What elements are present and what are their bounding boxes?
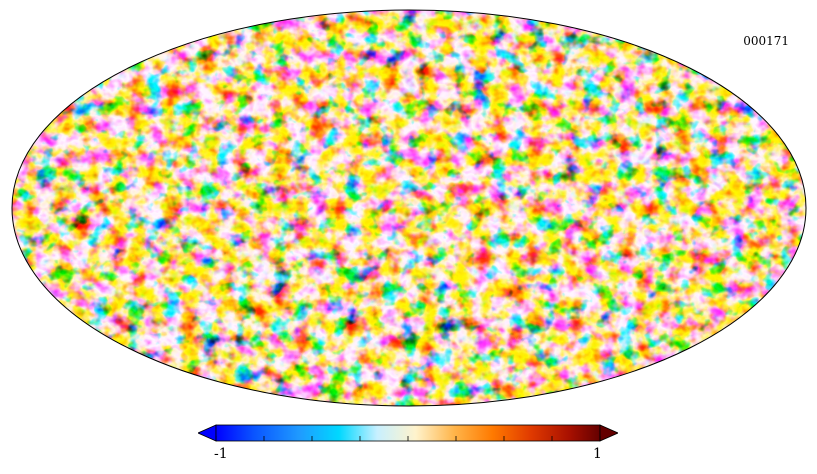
colorbar-max-arrow (599, 424, 618, 442)
map-outline (11, 9, 807, 407)
map-field (12, 10, 806, 406)
colorbar-max-label: 1 (593, 446, 602, 462)
colorbar (198, 424, 618, 442)
colorbar-min-arrow (198, 424, 217, 442)
colorbar-min-label: -1 (214, 446, 228, 462)
map-identifier: 000171 (743, 34, 789, 48)
colorbar-ticks (215, 436, 601, 441)
